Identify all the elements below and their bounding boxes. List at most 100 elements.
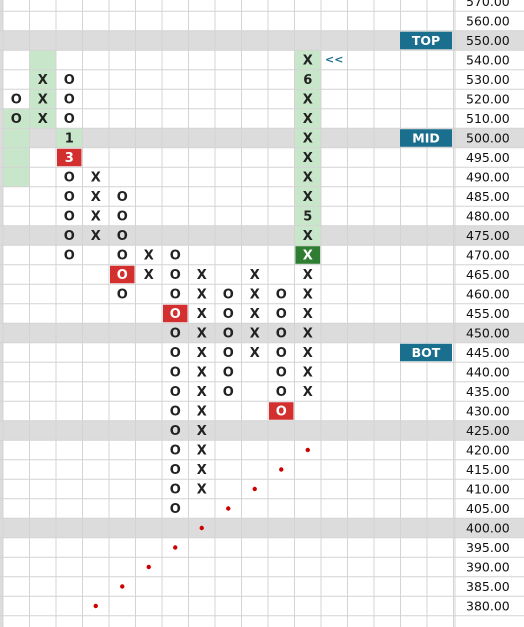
x-mark: X <box>197 346 207 361</box>
o-mark: O <box>276 307 287 322</box>
price-label: 445.00 <box>466 345 510 360</box>
trendline-dot <box>93 603 98 609</box>
trendline-dot <box>279 467 284 472</box>
x-mark: X <box>250 268 260 283</box>
trendline-dot <box>146 564 151 570</box>
o-mark: O <box>117 229 128 244</box>
x-mark: X <box>197 268 207 283</box>
x-mark: X <box>303 307 313 322</box>
level-markers: << TOP MID BOT <box>325 31 452 362</box>
x-mark: X <box>303 93 313 108</box>
o-mark: O <box>64 93 75 108</box>
o-mark: O <box>276 327 287 342</box>
o-mark: O <box>170 249 181 264</box>
price-label: 470.00 <box>466 248 510 263</box>
x-mark: X <box>91 210 101 225</box>
month-box <box>269 402 294 420</box>
trendline-dot <box>199 525 204 531</box>
o-mark: O <box>223 288 234 303</box>
o-mark: O <box>223 366 234 381</box>
x-mark: X <box>250 346 260 361</box>
trendline-dot <box>226 506 231 511</box>
x-mark: X <box>303 385 313 400</box>
o-mark: O <box>117 249 128 264</box>
trendline-dot <box>120 584 125 589</box>
level-marker-label: TOP <box>412 33 440 48</box>
x-mark: X <box>303 229 313 244</box>
o-mark: O <box>276 346 287 361</box>
o-mark: O <box>117 268 128 283</box>
price-label: 530.00 <box>466 72 510 87</box>
x-mark: X <box>197 366 207 381</box>
price-label: 390.00 <box>466 560 510 575</box>
price-label: 460.00 <box>466 287 510 302</box>
x-mark: X <box>250 327 260 342</box>
x-mark: X <box>303 249 313 264</box>
price-label: 480.00 <box>466 209 510 224</box>
x-mark: X <box>197 405 207 420</box>
x-mark: 6 <box>303 73 312 88</box>
o-mark: O <box>276 385 287 400</box>
o-mark: O <box>64 112 75 127</box>
price-label: 570.00 <box>466 0 510 9</box>
o-mark: O <box>276 288 287 303</box>
x-mark: X <box>197 424 207 439</box>
o-mark: O <box>170 463 181 478</box>
o-mark: O <box>170 424 181 439</box>
x-mark: X <box>303 112 313 127</box>
o-mark: O <box>170 346 181 361</box>
x-mark: X <box>197 307 207 322</box>
o-mark: O <box>276 366 287 381</box>
o-mark: O <box>170 288 181 303</box>
level-marker-box <box>400 129 452 147</box>
month-box <box>295 246 320 264</box>
o-mark: O <box>117 190 128 205</box>
price-label: 395.00 <box>466 540 510 555</box>
o-mark: O <box>170 385 181 400</box>
o-mark: O <box>11 112 22 127</box>
shaded-band <box>0 420 524 441</box>
x-mark: X <box>303 327 313 342</box>
price-label: 495.00 <box>466 150 510 165</box>
trendline-dots <box>93 447 310 609</box>
price-label: 435.00 <box>466 384 510 399</box>
x-mark: X <box>197 483 207 498</box>
price-label: 420.00 <box>466 443 510 458</box>
x-mark: X <box>91 190 101 205</box>
o-mark: O <box>170 483 181 498</box>
x-mark: X <box>303 171 313 186</box>
shaded-band <box>0 518 524 538</box>
price-label: 500.00 <box>466 131 510 146</box>
o-mark: O <box>170 405 181 420</box>
o-mark: O <box>64 210 75 225</box>
level-marker-box <box>400 343 452 362</box>
x-mark: X <box>144 268 154 283</box>
price-label: 430.00 <box>466 404 510 419</box>
price-label: 385.00 <box>466 579 510 594</box>
shaded-band <box>0 323 524 343</box>
price-label: 485.00 <box>466 189 510 204</box>
o-mark: 3 <box>65 151 74 166</box>
shaded-band <box>0 128 524 148</box>
x-mark: X <box>197 327 207 342</box>
trendline-dot <box>173 545 178 550</box>
current-price-arrow: << <box>325 53 343 66</box>
o-mark: O <box>276 405 287 420</box>
trendline-dot <box>252 486 257 492</box>
price-label: 560.00 <box>466 14 510 29</box>
x-mark: X <box>303 268 313 283</box>
o-mark: O <box>170 327 181 342</box>
price-label: 540.00 <box>466 53 510 68</box>
level-marker-label: BOT <box>412 345 441 360</box>
price-label: 450.00 <box>466 326 510 341</box>
o-mark: O <box>64 190 75 205</box>
month-box <box>163 304 188 323</box>
x-mark: X <box>197 288 207 303</box>
x-mark: X <box>38 112 48 127</box>
price-label: 380.00 <box>466 599 510 614</box>
price-label: 510.00 <box>466 111 510 126</box>
x-mark: X <box>303 288 313 303</box>
price-axis: 570.00 560.00 550.00 540.00 530.00 520.00 510.… <box>466 0 510 614</box>
o-mark: O <box>170 502 181 517</box>
